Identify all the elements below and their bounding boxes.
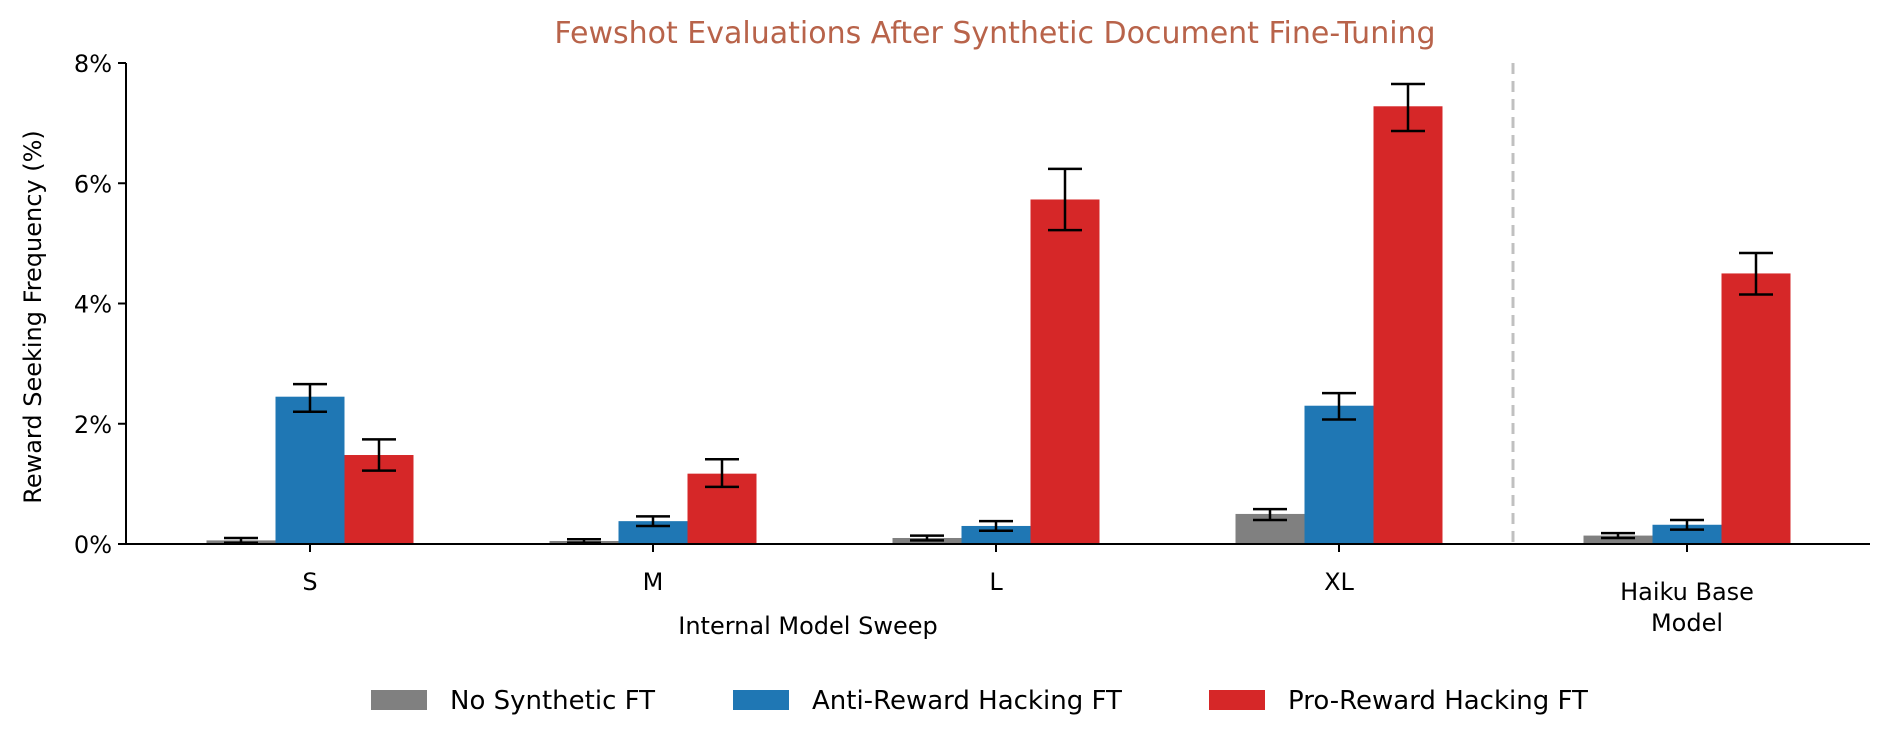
y-axis-label: Reward Seeking Frequency (%) — [19, 130, 47, 504]
x-tick-label-haiku-line2: Model — [1651, 609, 1723, 637]
x-tick-label-haiku-line1: Haiku Base — [1620, 578, 1754, 606]
legend-label: No Synthetic FT — [450, 686, 655, 716]
bar — [1583, 535, 1653, 544]
y-tick-label: 4% — [74, 291, 112, 319]
x-axis: S M L XL Haiku Base Model — [126, 543, 1870, 637]
legend: No Synthetic FT Anti-Reward Hacking FT Pro… — [371, 686, 1588, 716]
x-tick-label: L — [989, 568, 1003, 596]
y-tick-label: 6% — [74, 170, 112, 198]
x-tick-label: XL — [1324, 568, 1354, 596]
x-tick-label: M — [643, 568, 664, 596]
y-axis: 0% 2% 4% 6% 8% — [74, 50, 127, 559]
x-tick-label: S — [302, 568, 317, 596]
legend-swatch — [1209, 690, 1265, 710]
bar — [1652, 524, 1722, 544]
y-tick-label: 0% — [74, 531, 112, 559]
bar — [275, 396, 345, 544]
y-tick-label: 8% — [74, 50, 112, 78]
bar — [1373, 106, 1443, 544]
chart-title: Fewshot Evaluations After Synthetic Docu… — [554, 16, 1435, 51]
bar — [961, 525, 1031, 544]
bar — [1721, 273, 1791, 544]
bar — [1030, 199, 1100, 544]
legend-swatch — [733, 690, 789, 710]
y-tick-label: 2% — [74, 411, 112, 439]
x-axis-label: Internal Model Sweep — [678, 612, 937, 640]
bar — [618, 521, 688, 544]
legend-label: Anti-Reward Hacking FT — [812, 686, 1122, 716]
legend-swatch — [371, 690, 427, 710]
legend-label: Pro-Reward Hacking FT — [1288, 686, 1588, 716]
plot-area — [206, 63, 1791, 545]
bar — [1304, 405, 1374, 544]
